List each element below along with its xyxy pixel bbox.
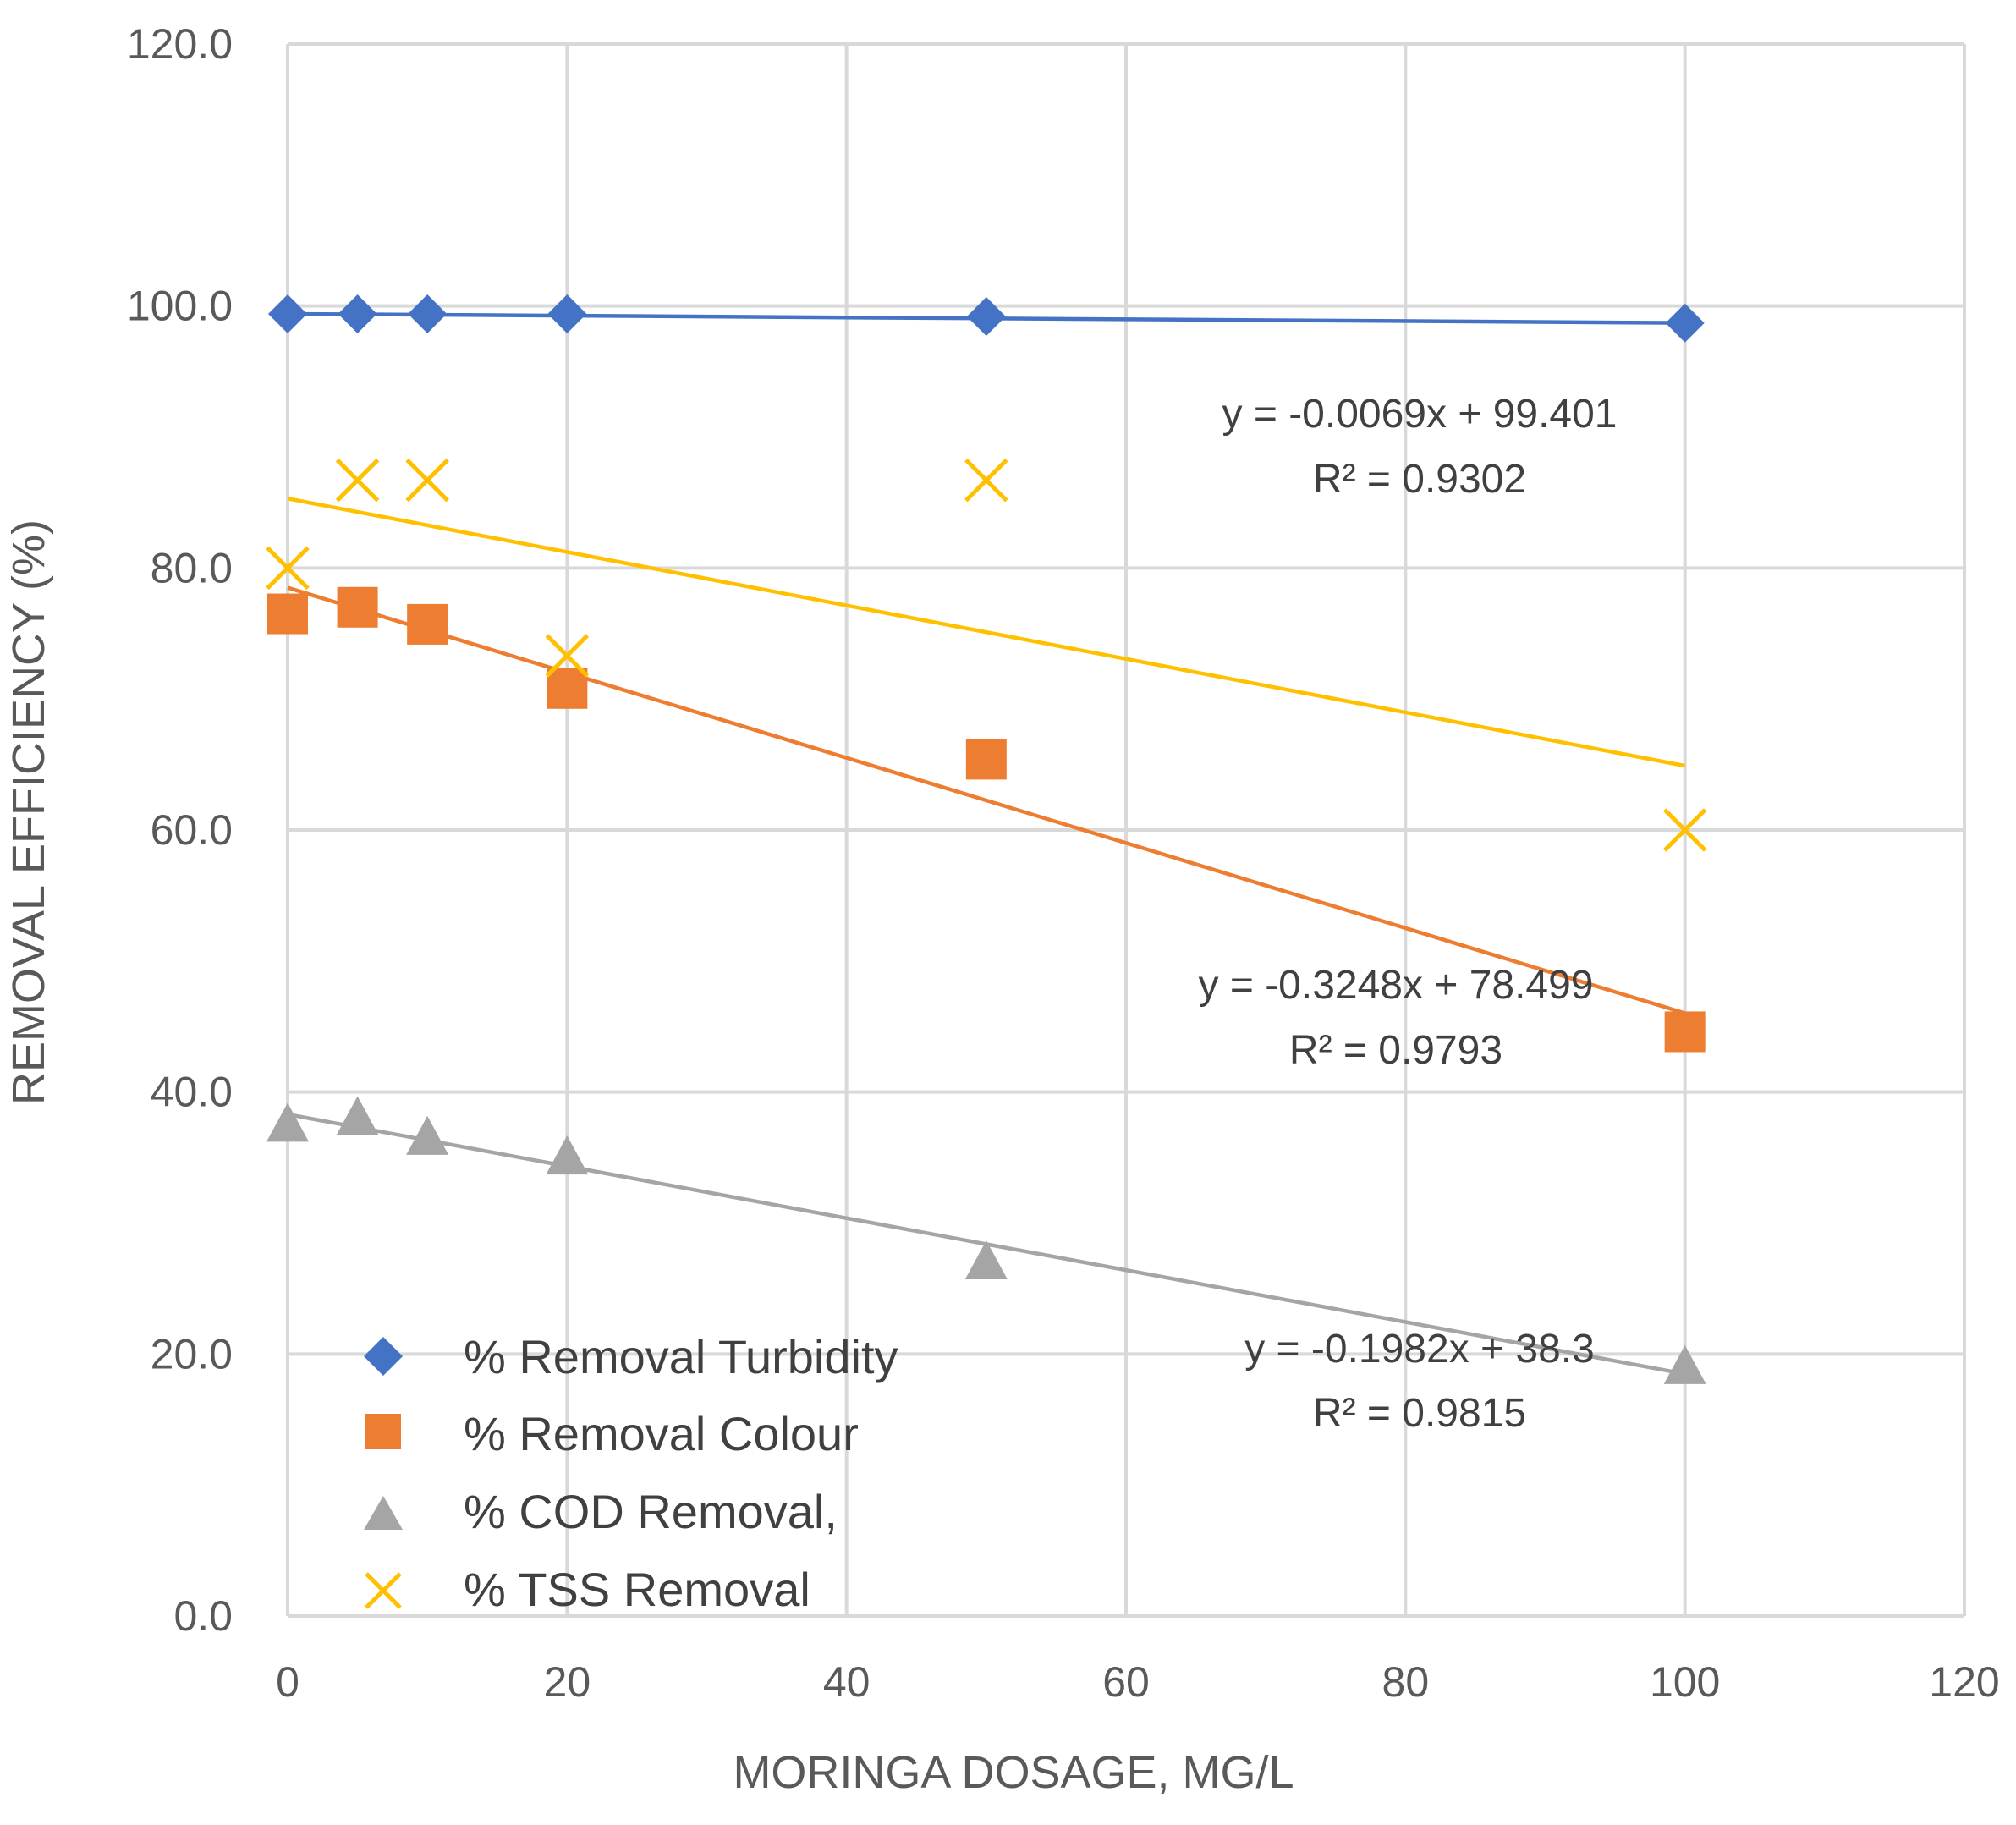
legend-square-marker	[365, 1414, 401, 1449]
triangle-point	[964, 1240, 1008, 1279]
legend-item-cod: % COD Removal,	[364, 1485, 838, 1538]
x-point	[1662, 808, 1707, 852]
legend-triangle-marker	[364, 1496, 403, 1530]
legend-item-turbidity: % Removal Turbidity	[364, 1330, 898, 1383]
triangle-point	[266, 1102, 309, 1142]
y-tick-label: 80.0	[151, 544, 233, 591]
legend-item-tss: % TSS Removal	[365, 1563, 810, 1616]
y-tick-label: 100.0	[127, 283, 233, 330]
legend-item-colour: % Removal Colour	[365, 1407, 859, 1460]
x-point-stroke	[545, 634, 590, 678]
x-point	[266, 546, 310, 591]
diamond-point	[268, 294, 307, 333]
x-point-stroke	[335, 458, 380, 503]
diamond-point	[966, 297, 1006, 337]
x-point	[545, 634, 590, 678]
square-point	[407, 603, 448, 645]
x-tick-label: 0	[276, 1658, 299, 1706]
x-point-stroke	[964, 458, 1008, 503]
cod-r2: R² = 0.9815	[1313, 1391, 1526, 1436]
x-tick-label: 80	[1382, 1658, 1430, 1706]
square-point	[267, 593, 308, 635]
legend: % Removal Turbidity % Removal Colour % C…	[364, 1330, 898, 1616]
x-tick-label: 100	[1650, 1658, 1720, 1706]
diamond-point	[408, 294, 448, 333]
turbidity-r2: R² = 0.9302	[1313, 457, 1526, 502]
x-point	[405, 458, 449, 503]
y-axis-title: REMOVAL EFFICIENCY (%)	[3, 519, 54, 1105]
square-point	[965, 739, 1007, 780]
x-point-stroke	[405, 458, 449, 503]
square-point	[337, 586, 378, 628]
diamond-point	[1665, 303, 1705, 343]
x-point	[964, 458, 1008, 503]
legend-label-cod: % COD Removal,	[464, 1485, 838, 1538]
diamond-point	[547, 294, 587, 333]
legend-label-tss: % TSS Removal	[464, 1563, 810, 1616]
triangle-point	[546, 1135, 589, 1175]
triangle-point	[406, 1115, 449, 1155]
x-tick-label: 20	[544, 1658, 591, 1706]
x-tick-label: 60	[1102, 1658, 1150, 1706]
x-tick-label: 120	[1929, 1658, 1999, 1706]
colour-equation: y = -0.3248x + 78.499	[1198, 963, 1593, 1008]
trendline	[287, 585, 1686, 1015]
x-axis-title: MORINGA DOSAGE, MG/L	[733, 1747, 1294, 1798]
colour-r2: R² = 0.9793	[1289, 1028, 1502, 1073]
legend-label-turbidity: % Removal Turbidity	[464, 1330, 898, 1383]
x-tick-label: 40	[823, 1658, 871, 1706]
diamond-point	[338, 294, 377, 333]
square-point	[1664, 1011, 1706, 1053]
x-point	[335, 458, 380, 503]
legend-diamond-marker	[364, 1337, 403, 1376]
x-point-stroke	[1662, 808, 1707, 852]
turbidity-equation: y = -0.0069x + 99.401	[1222, 392, 1617, 437]
trendline	[287, 497, 1686, 768]
y-tick-label: 20.0	[151, 1330, 233, 1377]
trendline-equations: y = -0.0069x + 99.401 R² = 0.9302 y = -0…	[1198, 392, 1617, 1436]
y-tick-label: 0.0	[173, 1592, 233, 1640]
triangle-point	[1663, 1344, 1706, 1384]
triangle-point	[336, 1096, 379, 1135]
x-point-stroke	[266, 546, 310, 591]
y-tick-label: 120.0	[127, 20, 233, 68]
y-tick-label: 40.0	[151, 1069, 233, 1116]
data-markers	[266, 294, 1707, 1384]
legend-x-marker	[365, 1572, 402, 1609]
square-point	[547, 668, 588, 709]
tick-labels: 0 20 40 60 80 100 120 0.0 20.0 40.0 60.0 80.0 100.0 1…	[127, 20, 2000, 1706]
legend-label-colour: % Removal Colour	[464, 1407, 859, 1460]
y-tick-label: 60.0	[151, 806, 233, 854]
cod-equation: y = -0.1982x + 38.3	[1244, 1327, 1595, 1371]
